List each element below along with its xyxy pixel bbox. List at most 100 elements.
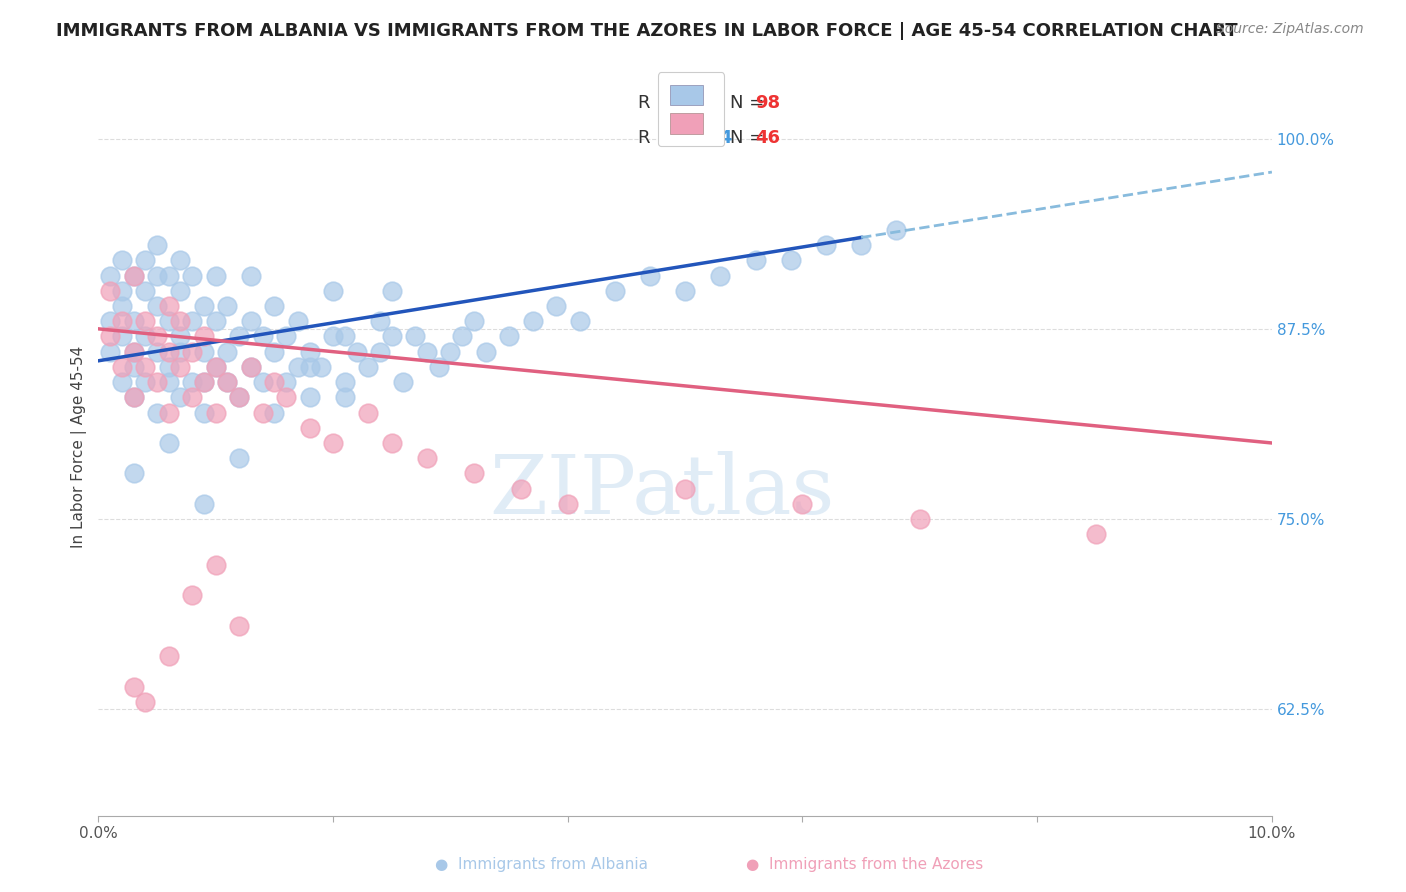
Point <box>463 467 485 481</box>
Point <box>333 329 356 343</box>
Point <box>122 680 145 694</box>
Point <box>274 329 297 343</box>
Point <box>134 375 156 389</box>
Point <box>252 405 274 419</box>
Point <box>673 482 696 496</box>
Point <box>298 421 321 435</box>
Point <box>239 359 262 374</box>
Point <box>381 329 404 343</box>
Point <box>239 268 262 283</box>
Point <box>157 299 180 313</box>
Point <box>239 314 262 328</box>
Point <box>263 405 285 419</box>
Text: N =: N = <box>730 94 769 112</box>
Point <box>181 314 204 328</box>
Point <box>792 497 814 511</box>
Point <box>381 284 404 298</box>
Point <box>146 375 169 389</box>
Y-axis label: In Labor Force | Age 45-54: In Labor Force | Age 45-54 <box>72 346 87 548</box>
Point <box>333 390 356 404</box>
Point <box>638 268 661 283</box>
Point <box>568 314 591 328</box>
Point <box>263 299 285 313</box>
Point <box>157 375 180 389</box>
Point <box>416 451 439 466</box>
Text: Source: ZipAtlas.com: Source: ZipAtlas.com <box>1216 22 1364 37</box>
Point <box>146 238 169 252</box>
Point <box>404 329 426 343</box>
Point <box>392 375 415 389</box>
Point <box>439 344 461 359</box>
Point <box>169 253 191 268</box>
Point <box>122 390 145 404</box>
Point <box>122 467 145 481</box>
Point <box>204 558 226 572</box>
Point <box>381 436 404 450</box>
Point <box>498 329 520 343</box>
Point <box>98 268 121 283</box>
Point <box>157 344 180 359</box>
Point <box>98 314 121 328</box>
Text: R =: R = <box>638 94 678 112</box>
Point <box>111 375 134 389</box>
Point <box>111 329 134 343</box>
Point <box>193 405 215 419</box>
Point <box>122 314 145 328</box>
Point <box>122 344 145 359</box>
Point <box>239 359 262 374</box>
Point <box>603 284 626 298</box>
Text: -0.164: -0.164 <box>668 129 733 147</box>
Point <box>157 359 180 374</box>
Point <box>228 390 250 404</box>
Point <box>169 329 191 343</box>
Point <box>169 314 191 328</box>
Point <box>357 359 380 374</box>
Point <box>311 359 333 374</box>
Point <box>204 314 226 328</box>
Point <box>146 329 169 343</box>
Point <box>134 284 156 298</box>
Point <box>451 329 474 343</box>
Point <box>181 268 204 283</box>
Point <box>298 359 321 374</box>
Point <box>252 375 274 389</box>
Text: ●  Immigrants from the Azores: ● Immigrants from the Azores <box>747 857 983 872</box>
Point <box>849 238 872 252</box>
Text: 0.423: 0.423 <box>668 94 724 112</box>
Point <box>333 375 356 389</box>
Text: N =: N = <box>730 129 769 147</box>
Point <box>322 284 344 298</box>
Point <box>111 253 134 268</box>
Point <box>217 375 239 389</box>
Text: IMMIGRANTS FROM ALBANIA VS IMMIGRANTS FROM THE AZORES IN LABOR FORCE | AGE 45-54: IMMIGRANTS FROM ALBANIA VS IMMIGRANTS FR… <box>56 22 1237 40</box>
Point <box>522 314 544 328</box>
Point <box>181 344 204 359</box>
Point <box>98 344 121 359</box>
Point <box>263 344 285 359</box>
Point <box>557 497 579 511</box>
Point <box>98 284 121 298</box>
Point <box>779 253 801 268</box>
Point <box>134 359 156 374</box>
Point <box>111 314 134 328</box>
Point <box>157 436 180 450</box>
Point <box>217 299 239 313</box>
Point <box>228 390 250 404</box>
Point <box>122 268 145 283</box>
Point <box>146 268 169 283</box>
Point <box>134 253 156 268</box>
Point <box>134 314 156 328</box>
Point <box>274 390 297 404</box>
Point <box>193 299 215 313</box>
Point <box>298 344 321 359</box>
Point <box>157 268 180 283</box>
Point <box>346 344 368 359</box>
Point <box>193 375 215 389</box>
Text: 46: 46 <box>755 129 780 147</box>
Point <box>111 359 134 374</box>
Point <box>134 329 156 343</box>
Text: ●  Immigrants from Albania: ● Immigrants from Albania <box>434 857 648 872</box>
Point <box>169 359 191 374</box>
Point <box>287 314 309 328</box>
Point <box>814 238 837 252</box>
